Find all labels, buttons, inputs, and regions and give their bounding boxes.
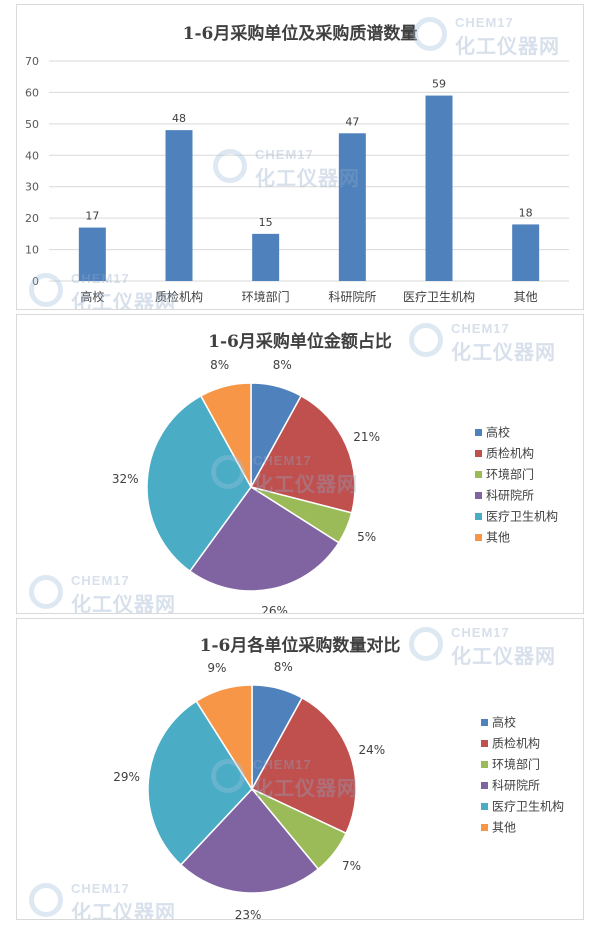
y-tick-label: 10 (25, 244, 39, 257)
slice-label: 24% (358, 743, 385, 757)
legend-label: 医疗卫生机构 (486, 509, 558, 524)
bar (252, 233, 280, 281)
bar (512, 224, 540, 281)
pie-slice (199, 382, 252, 488)
slice-label: 7% (342, 859, 361, 873)
pie-slice (147, 700, 253, 866)
data-label: 17 (85, 210, 99, 223)
legend-swatch (475, 471, 482, 478)
legend-swatch (481, 761, 488, 768)
legend-swatch (481, 719, 488, 726)
legend-swatch (481, 782, 488, 789)
legend-label: 其他 (492, 821, 516, 835)
pie-slice (179, 787, 320, 894)
legend-label: 科研院所 (492, 779, 540, 793)
x-tick-label: 医疗卫生机构 (403, 289, 475, 304)
legend-swatch (475, 534, 482, 541)
legend-label: 科研院所 (486, 489, 534, 503)
data-label: 15 (259, 216, 273, 229)
legend-swatch (475, 429, 482, 436)
x-tick-label: 环境部门 (242, 289, 290, 304)
bar (338, 133, 366, 281)
data-label: 47 (345, 115, 359, 128)
legend-label: 高校 (486, 425, 510, 440)
y-tick-label: 70 (25, 55, 39, 68)
pie-chart-quantity-panel: 1-6月各单位采购数量对比 8% 24% 7% 23% 29% 9% 高校质检机构环境部门科… (16, 618, 584, 920)
legend-swatch (481, 803, 488, 810)
y-tick-label: 20 (25, 212, 39, 225)
slice-label: 26% (261, 604, 288, 614)
slice-label: 23% (235, 908, 262, 920)
y-tick-label: 30 (25, 181, 39, 194)
legend-swatch (475, 513, 482, 520)
slice-label: 29% (113, 770, 140, 784)
legend-label: 环境部门 (492, 757, 540, 772)
pie-slice (195, 684, 253, 792)
legend-label: 医疗卫生机构 (492, 799, 564, 814)
x-tick-label: 其他 (514, 290, 538, 304)
pie-slice (188, 485, 340, 592)
data-label: 48 (172, 112, 186, 125)
legend-label: 其他 (486, 531, 510, 545)
bar-chart-panel: 1-6月采购单位及采购质谱数量 0 10 20 30 40 50 60 70 17 高校 48 质检机… (16, 4, 584, 310)
legend-label: 环境部门 (486, 467, 534, 482)
x-tick-label: 质检机构 (155, 289, 203, 304)
y-tick-label: 0 (32, 275, 39, 288)
bar (78, 227, 106, 281)
slice-label: 5% (357, 530, 376, 544)
y-tick-label: 60 (25, 86, 39, 99)
x-tick-label: 高校 (80, 289, 104, 304)
slice-label: 8% (210, 358, 229, 372)
bar-chart-title: 1-6月采购单位及采购质谱数量 (182, 24, 418, 44)
slice-label: 8% (273, 358, 292, 372)
pie-amount-title: 1-6月采购单位金额占比 (208, 332, 392, 352)
y-tick-label: 40 (25, 149, 39, 162)
legend-label: 高校 (492, 715, 516, 730)
slice-label: 8% (274, 660, 293, 674)
pie-quantity-title: 1-6月各单位采购数量对比 (199, 636, 401, 656)
legend-swatch (475, 450, 482, 457)
slice-label: 32% (112, 472, 139, 486)
bar (425, 95, 453, 281)
legend-label: 质检机构 (486, 446, 534, 461)
bar-chart: 0 10 20 30 40 50 60 70 17 高校 48 质检机构 15 环境部门 47 科研院所 59 医… (25, 55, 569, 304)
legend-label: 质检机构 (492, 736, 540, 751)
pie-chart-amount-panel: 1-6月采购单位金额占比 8% 21% 5% 26% 32% 8% 高校质检机构环境部门科研… (16, 314, 584, 614)
x-tick-label: 科研院所 (328, 290, 376, 304)
legend-swatch (481, 824, 488, 831)
pie-slice (249, 394, 356, 514)
data-label: 59 (432, 78, 446, 91)
slice-label: 9% (207, 661, 226, 675)
slice-label: 21% (353, 430, 380, 444)
bar (165, 130, 193, 281)
y-tick-label: 50 (25, 118, 39, 131)
pie-slice (146, 394, 252, 573)
data-label: 18 (519, 206, 533, 219)
pie-slice (250, 696, 357, 835)
legend-swatch (481, 740, 488, 747)
legend-swatch (475, 492, 482, 499)
